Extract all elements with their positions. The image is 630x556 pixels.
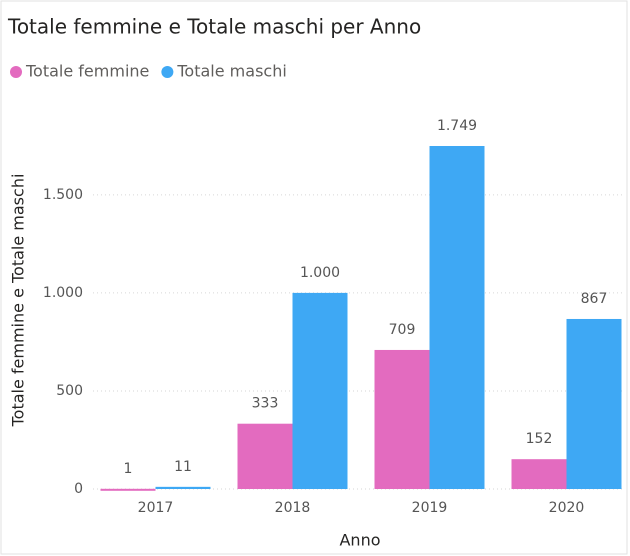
data-label: 333	[252, 396, 279, 412]
legend-marker	[161, 66, 174, 78]
y-tick-label: 0	[74, 481, 83, 497]
bar	[237, 423, 293, 489]
data-label: 11	[174, 459, 192, 475]
data-label: 1	[124, 461, 133, 477]
legend-label: Totale femmine	[25, 62, 149, 81]
bar	[374, 349, 430, 489]
bar	[155, 486, 211, 489]
chart-title: Totale femmine e Totale maschi per Anno	[7, 15, 421, 39]
data-label: 1.000	[300, 265, 340, 281]
bar	[100, 488, 156, 491]
data-label: 1.749	[437, 118, 477, 134]
y-tick-label: 500	[56, 383, 83, 399]
x-tick-label: 2020	[549, 500, 585, 516]
bar	[511, 459, 567, 489]
bar	[429, 146, 485, 490]
x-tick-label: 2017	[138, 500, 174, 516]
x-tick-label: 2019	[412, 500, 448, 516]
legend-marker	[10, 66, 22, 78]
data-label: 152	[526, 431, 553, 447]
bar	[292, 292, 348, 489]
legend-label: Totale maschi	[176, 62, 286, 81]
x-tick-label: 2018	[275, 500, 311, 516]
y-axis-title: Totale femmine e Totale maschi	[9, 174, 28, 428]
data-label: 709	[389, 322, 416, 338]
y-tick-label: 1.500	[43, 187, 83, 203]
x-axis-title: Anno	[339, 531, 380, 550]
y-tick-label: 1.000	[43, 285, 83, 301]
data-label: 867	[581, 291, 608, 307]
bar	[566, 318, 622, 489]
